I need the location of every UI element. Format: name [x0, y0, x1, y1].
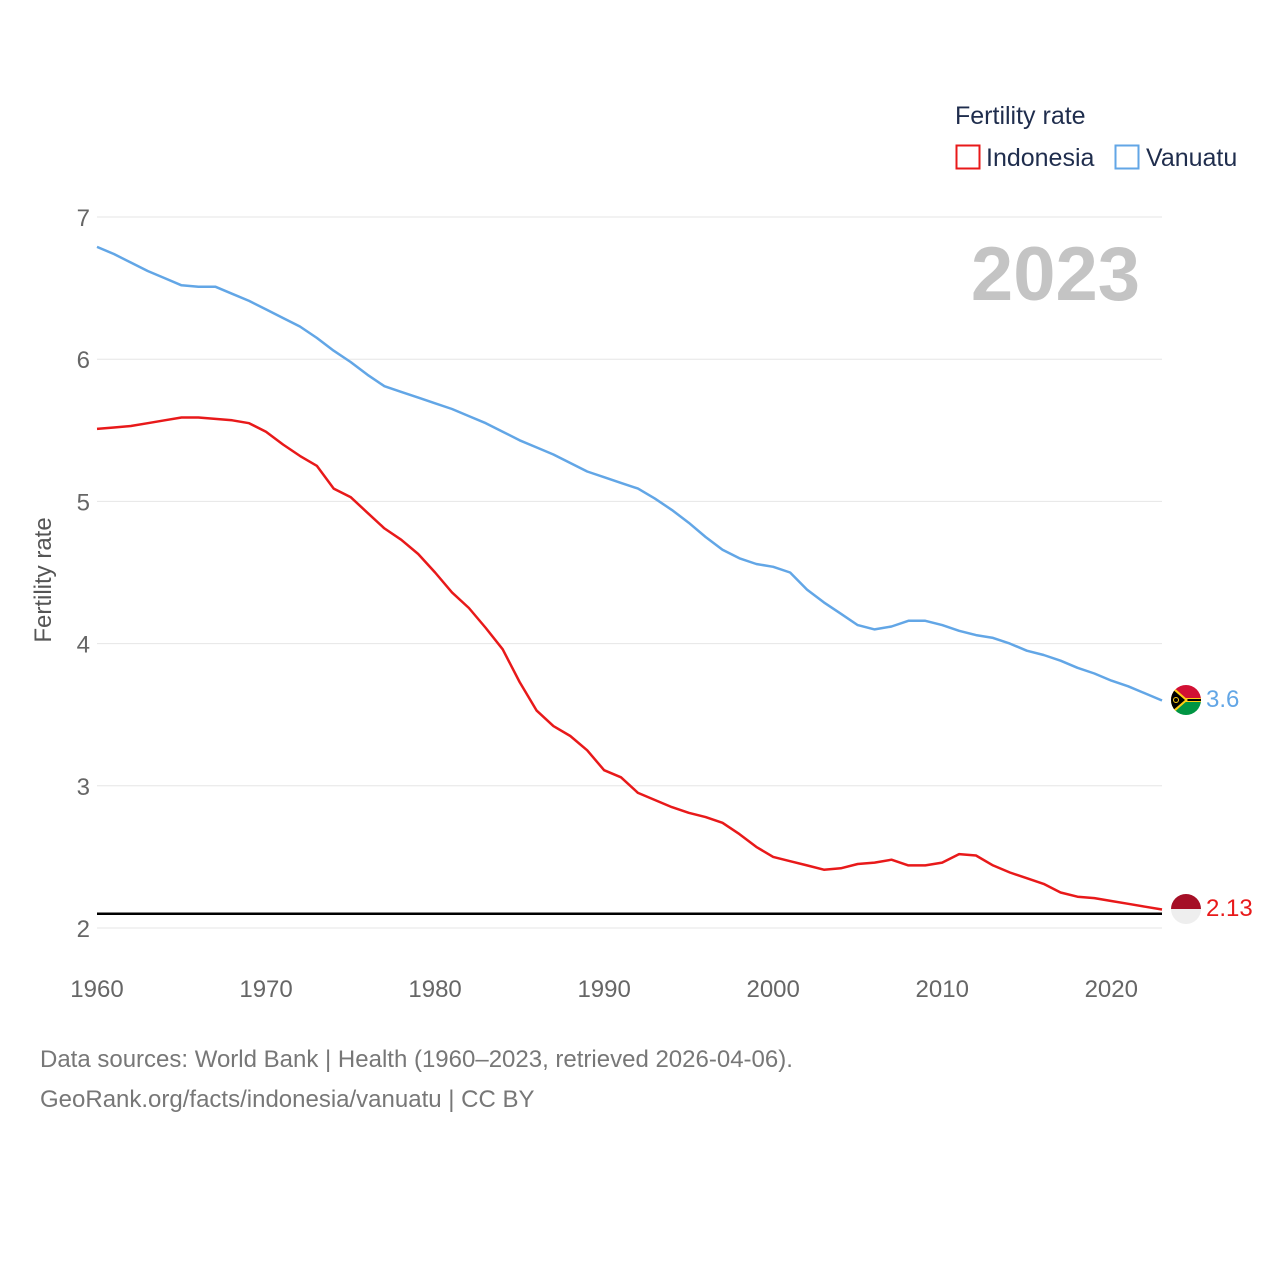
series-lines — [96, 245, 1163, 911]
legend-swatch-vanuatu[interactable] — [1114, 144, 1140, 170]
y-tick-label: 2 — [77, 916, 90, 943]
y-tick-label: 7 — [77, 205, 90, 232]
source-link[interactable]: GeoRank.org/facts/indonesia/vanuatu | CC… — [40, 1086, 535, 1113]
legend-swatch-indonesia[interactable] — [955, 144, 981, 170]
x-tick-label: 1970 — [239, 976, 292, 1003]
x-tick-label: 2010 — [916, 976, 969, 1003]
x-tick-label: 2020 — [1085, 976, 1138, 1003]
gridlines — [97, 216, 1162, 929]
data-source-note: Data sources: World Bank | Health (1960–… — [40, 1046, 793, 1073]
y-tick-label: 4 — [77, 632, 90, 659]
y-tick-label: 3 — [77, 774, 90, 801]
series-line-indonesia[interactable] — [96, 416, 1163, 911]
vanuatu-end-value: 3.6 — [1206, 686, 1239, 713]
vanuatu-flag-icon — [1171, 685, 1201, 715]
series-line-vanuatu[interactable] — [96, 245, 1163, 702]
legend-label-indonesia[interactable]: Indonesia — [986, 144, 1095, 172]
indonesia-end-value: 2.13 — [1206, 895, 1253, 922]
y-tick-label: 5 — [77, 489, 90, 516]
y-axis-ticks: 2 3 4 5 6 7 — [77, 205, 90, 943]
x-tick-label: 2000 — [746, 976, 799, 1003]
x-tick-label: 1990 — [577, 976, 630, 1003]
y-tick-label: 6 — [77, 347, 90, 374]
indonesia-flag-icon — [1171, 894, 1201, 924]
current-year-label: 2023 — [971, 232, 1140, 317]
legend-title: Fertility rate — [955, 102, 1086, 130]
x-tick-label: 1980 — [408, 976, 461, 1003]
legend-label-vanuatu[interactable]: Vanuatu — [1146, 144, 1237, 172]
x-tick-label: 1960 — [70, 976, 123, 1003]
y-axis-title: Fertility rate — [30, 517, 57, 642]
fertility-rate-chart: 2 3 4 5 6 7 1960 1970 1980 1990 2000 2010 2020 Fert… — [30, 102, 1253, 1003]
x-axis-ticks: 1960 1970 1980 1990 2000 2010 2020 — [70, 976, 1138, 1003]
